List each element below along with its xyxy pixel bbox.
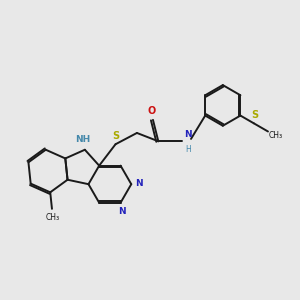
Text: S: S bbox=[252, 110, 259, 120]
Text: CH₃: CH₃ bbox=[46, 213, 60, 222]
Text: O: O bbox=[147, 106, 156, 116]
Text: N: N bbox=[118, 207, 126, 216]
Text: N: N bbox=[184, 130, 191, 139]
Text: N: N bbox=[135, 179, 142, 188]
Text: H: H bbox=[185, 145, 191, 154]
Text: NH: NH bbox=[75, 135, 90, 144]
Text: CH₃: CH₃ bbox=[268, 131, 283, 140]
Text: S: S bbox=[112, 131, 120, 141]
